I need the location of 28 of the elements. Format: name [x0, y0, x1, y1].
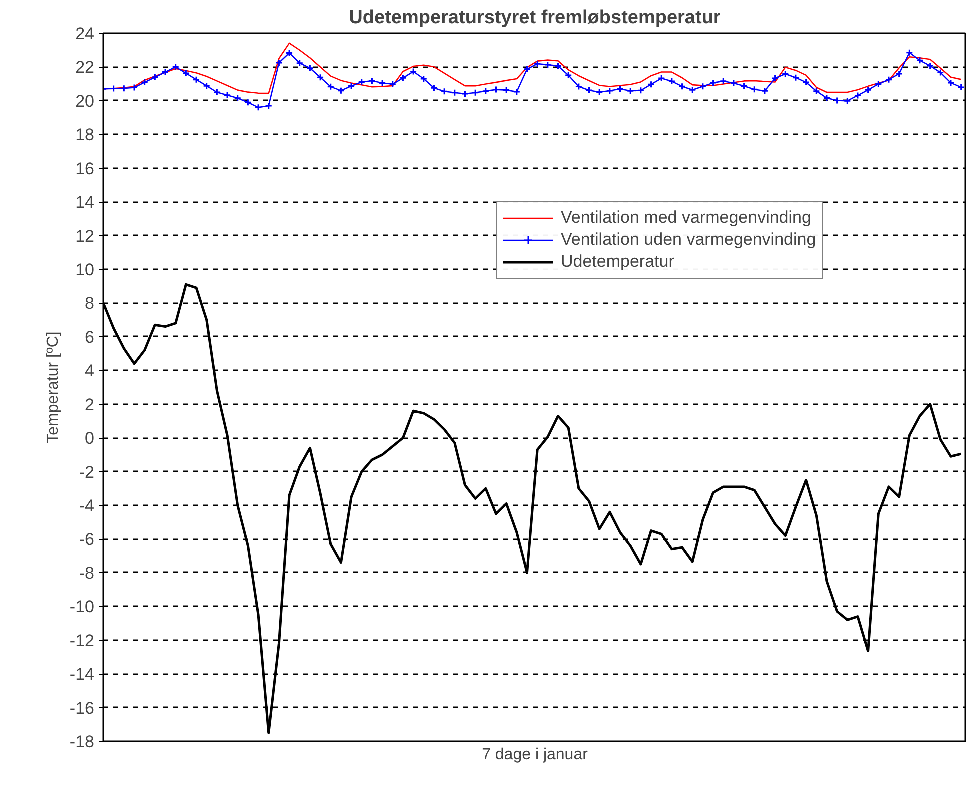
y-tick-label: 20 [76, 92, 95, 111]
x-axis-title: 7 dage i januar [482, 746, 589, 764]
legend-label: Ventilation uden varmegenvinding [561, 230, 816, 250]
y-tick-label: 24 [76, 24, 95, 44]
y-axis-title: Temperatur [ºC] [44, 332, 62, 444]
legend-label: Ventilation med varmegenvinding [561, 208, 812, 228]
y-tick-label: 12 [76, 226, 95, 246]
y-tick-label: 18 [76, 126, 95, 145]
y-tick-label: 8 [85, 294, 95, 314]
y-tick-label: 14 [76, 193, 95, 212]
y-tick-label: -8 [79, 564, 95, 583]
y-tick-label: 0 [85, 429, 95, 448]
y-tick-label: -14 [70, 665, 95, 684]
legend-label: Udetemperatur [561, 252, 674, 272]
y-tick-label: -4 [79, 496, 95, 516]
y-tick-label: -12 [70, 631, 95, 650]
y-tick-label: -18 [70, 732, 95, 752]
y-tick-label: -2 [79, 462, 95, 482]
y-tick-label: 2 [85, 395, 95, 414]
y-tick-label: -6 [79, 530, 95, 550]
y-tick-label: 10 [76, 260, 95, 280]
y-tick-label: 4 [85, 362, 95, 381]
y-tick-label: 22 [76, 58, 95, 78]
y-tick-label: -16 [70, 698, 95, 718]
y-tick-label: 6 [85, 328, 95, 347]
y-tick-label: -10 [70, 598, 95, 617]
chart-title: Udetemperaturstyret fremløbstemperatur [349, 8, 722, 28]
y-tick-label: 16 [76, 159, 95, 178]
